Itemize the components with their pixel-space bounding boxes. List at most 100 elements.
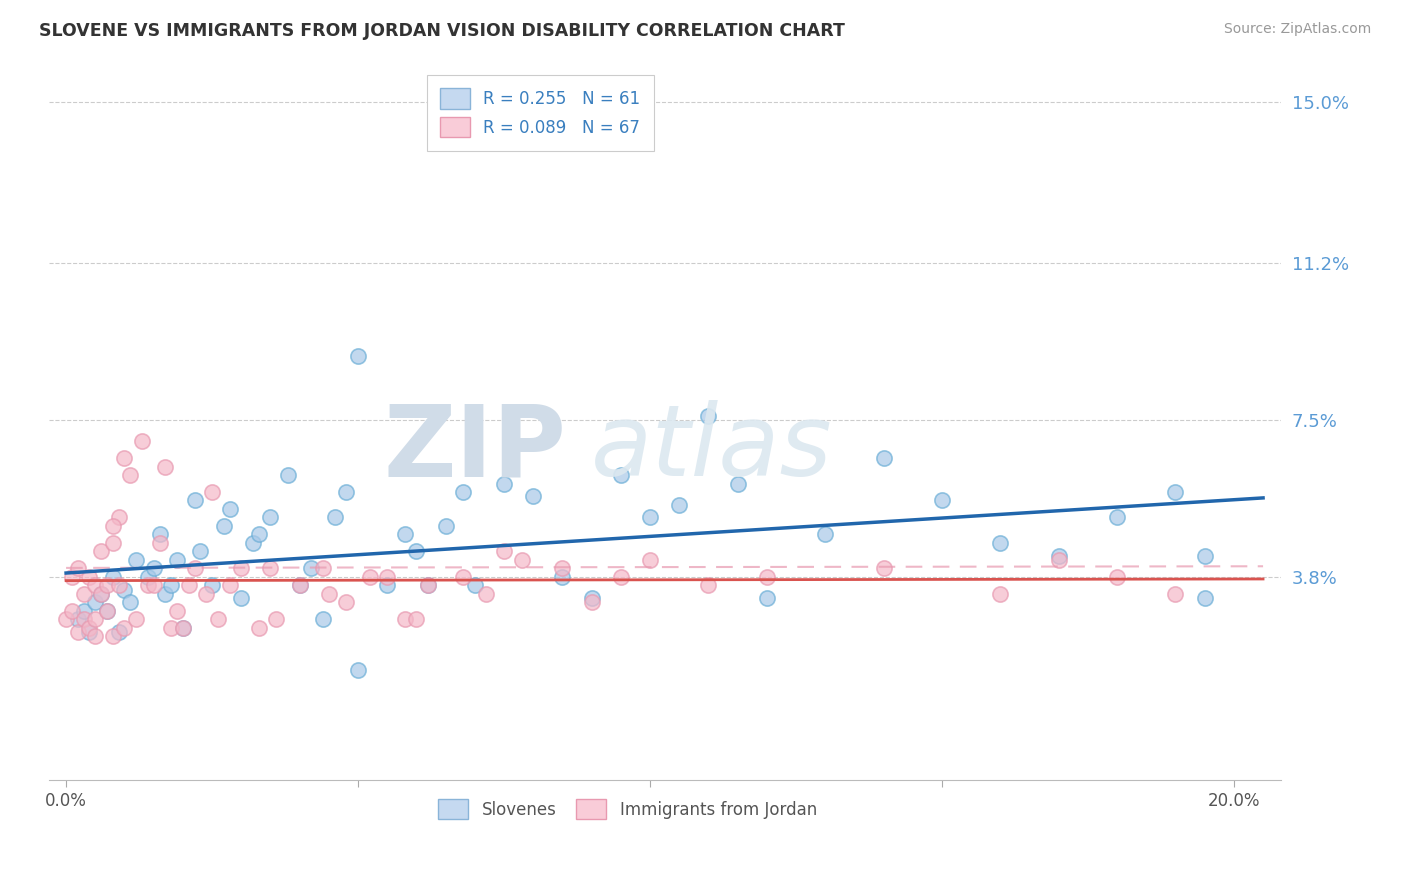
Point [107,510,129,524]
Point [142,578,165,592]
Point [394,612,416,626]
Point [288,578,311,592]
Point [90,587,112,601]
Point [610,468,633,483]
Point [101,570,124,584]
Point [172,621,194,635]
Point [312,561,335,575]
Point [288,578,311,592]
Point [212,519,235,533]
Point [1107,570,1129,584]
Point [79,624,101,639]
Point [125,553,148,567]
Point [464,578,486,592]
Point [218,578,240,592]
Point [155,587,177,601]
Point [101,536,124,550]
Point [66,624,89,639]
Point [96,604,118,618]
Point [931,493,953,508]
Point [394,527,416,541]
Point [155,459,177,474]
Point [323,510,346,524]
Point [172,621,194,635]
Point [114,451,136,466]
Point [160,621,183,635]
Point [755,570,778,584]
Point [120,468,142,483]
Point [114,621,136,635]
Point [96,578,118,592]
Point [755,591,778,605]
Point [72,587,94,601]
Point [697,578,720,592]
Point [259,510,281,524]
Point [247,527,270,541]
Point [335,595,357,609]
Point [148,527,170,541]
Point [347,663,370,677]
Point [190,544,212,558]
Legend: Slovenes, Immigrants from Jordan: Slovenes, Immigrants from Jordan [432,792,824,826]
Point [1164,485,1187,500]
Point [90,544,112,558]
Point [84,612,107,626]
Point [72,612,94,626]
Point [259,561,281,575]
Point [405,544,427,558]
Point [638,510,661,524]
Point [522,489,544,503]
Point [136,578,159,592]
Point [72,604,94,618]
Point [416,578,439,592]
Point [160,578,183,592]
Text: ZIP: ZIP [384,401,567,497]
Point [55,612,77,626]
Point [107,624,129,639]
Point [872,561,894,575]
Point [1164,587,1187,601]
Point [218,502,240,516]
Point [101,629,124,643]
Point [195,587,218,601]
Point [1194,549,1216,563]
Point [120,595,142,609]
Point [201,578,224,592]
Point [335,485,357,500]
Point [142,561,165,575]
Point [492,476,515,491]
Point [727,476,749,491]
Point [434,519,457,533]
Point [510,553,533,567]
Point [247,621,270,635]
Point [581,595,603,609]
Point [84,578,107,592]
Point [1047,553,1070,567]
Point [697,409,720,423]
Text: atlas: atlas [591,401,832,497]
Point [475,587,498,601]
Point [375,578,398,592]
Point [610,570,633,584]
Point [359,570,381,584]
Point [347,350,370,364]
Point [638,553,661,567]
Point [79,621,101,635]
Point [492,544,515,558]
Point [299,561,322,575]
Point [131,434,153,449]
Point [166,604,188,618]
Point [101,519,124,533]
Text: Source: ZipAtlas.com: Source: ZipAtlas.com [1223,22,1371,37]
Text: SLOVENE VS IMMIGRANTS FROM JORDAN VISION DISABILITY CORRELATION CHART: SLOVENE VS IMMIGRANTS FROM JORDAN VISION… [39,22,845,40]
Point [166,553,188,567]
Point [84,595,107,609]
Point [231,591,253,605]
Point [90,587,112,601]
Point [1194,591,1216,605]
Point [405,612,427,626]
Point [416,578,439,592]
Point [451,485,474,500]
Point [1047,549,1070,563]
Point [814,527,837,541]
